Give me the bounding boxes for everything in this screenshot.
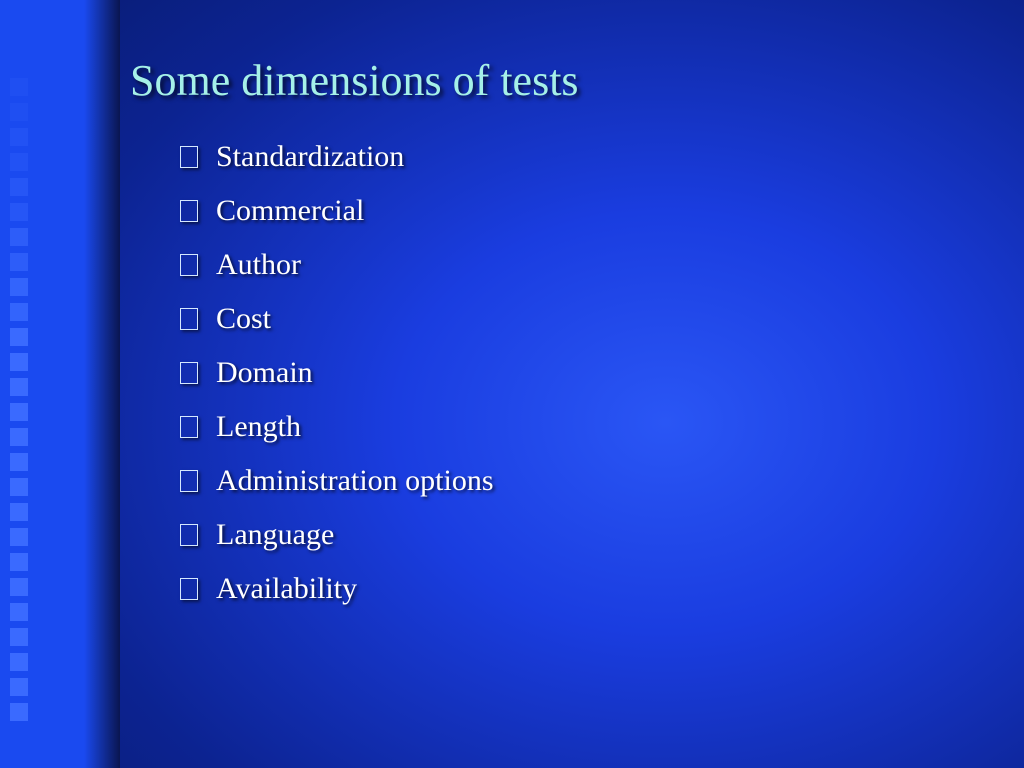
slide-title: Some dimensions of tests: [130, 55, 579, 106]
decorative-squares: [10, 78, 32, 728]
square-icon: [10, 78, 28, 96]
item-text: Author: [216, 248, 301, 282]
square-icon: [10, 478, 28, 496]
square-icon: [10, 553, 28, 571]
square-icon: [10, 303, 28, 321]
square-icon: [10, 578, 28, 596]
list-item: Commercial: [180, 194, 494, 228]
list-item: Cost: [180, 302, 494, 336]
bullet-icon: [180, 470, 198, 492]
list-item: Standardization: [180, 140, 494, 174]
square-icon: [10, 178, 28, 196]
square-icon: [10, 528, 28, 546]
square-icon: [10, 428, 28, 446]
square-icon: [10, 653, 28, 671]
item-text: Administration options: [216, 464, 494, 498]
square-icon: [10, 128, 28, 146]
bullet-icon: [180, 524, 198, 546]
list-item: Availability: [180, 572, 494, 606]
square-icon: [10, 678, 28, 696]
square-icon: [10, 278, 28, 296]
bullet-icon: [180, 578, 198, 600]
bullet-icon: [180, 308, 198, 330]
item-text: Language: [216, 518, 334, 552]
square-icon: [10, 228, 28, 246]
item-text: Commercial: [216, 194, 364, 228]
list-item: Language: [180, 518, 494, 552]
square-icon: [10, 253, 28, 271]
square-icon: [10, 353, 28, 371]
square-icon: [10, 153, 28, 171]
square-icon: [10, 103, 28, 121]
item-text: Standardization: [216, 140, 404, 174]
square-icon: [10, 703, 28, 721]
item-text: Domain: [216, 356, 313, 390]
list-item: Domain: [180, 356, 494, 390]
bullet-icon: [180, 416, 198, 438]
square-icon: [10, 503, 28, 521]
slide: Some dimensions of tests Standardization…: [0, 0, 1024, 768]
bullet-icon: [180, 200, 198, 222]
square-icon: [10, 203, 28, 221]
square-icon: [10, 603, 28, 621]
item-text: Length: [216, 410, 301, 444]
square-icon: [10, 403, 28, 421]
item-text: Availability: [216, 572, 357, 606]
item-text: Cost: [216, 302, 271, 336]
bullet-icon: [180, 254, 198, 276]
left-accent-strip: [0, 0, 120, 768]
square-icon: [10, 378, 28, 396]
square-icon: [10, 328, 28, 346]
list-item: Administration options: [180, 464, 494, 498]
list-item: Author: [180, 248, 494, 282]
list-item: Length: [180, 410, 494, 444]
bullet-list: Standardization Commercial Author Cost D…: [180, 140, 494, 626]
square-icon: [10, 453, 28, 471]
square-icon: [10, 628, 28, 646]
bullet-icon: [180, 146, 198, 168]
bullet-icon: [180, 362, 198, 384]
